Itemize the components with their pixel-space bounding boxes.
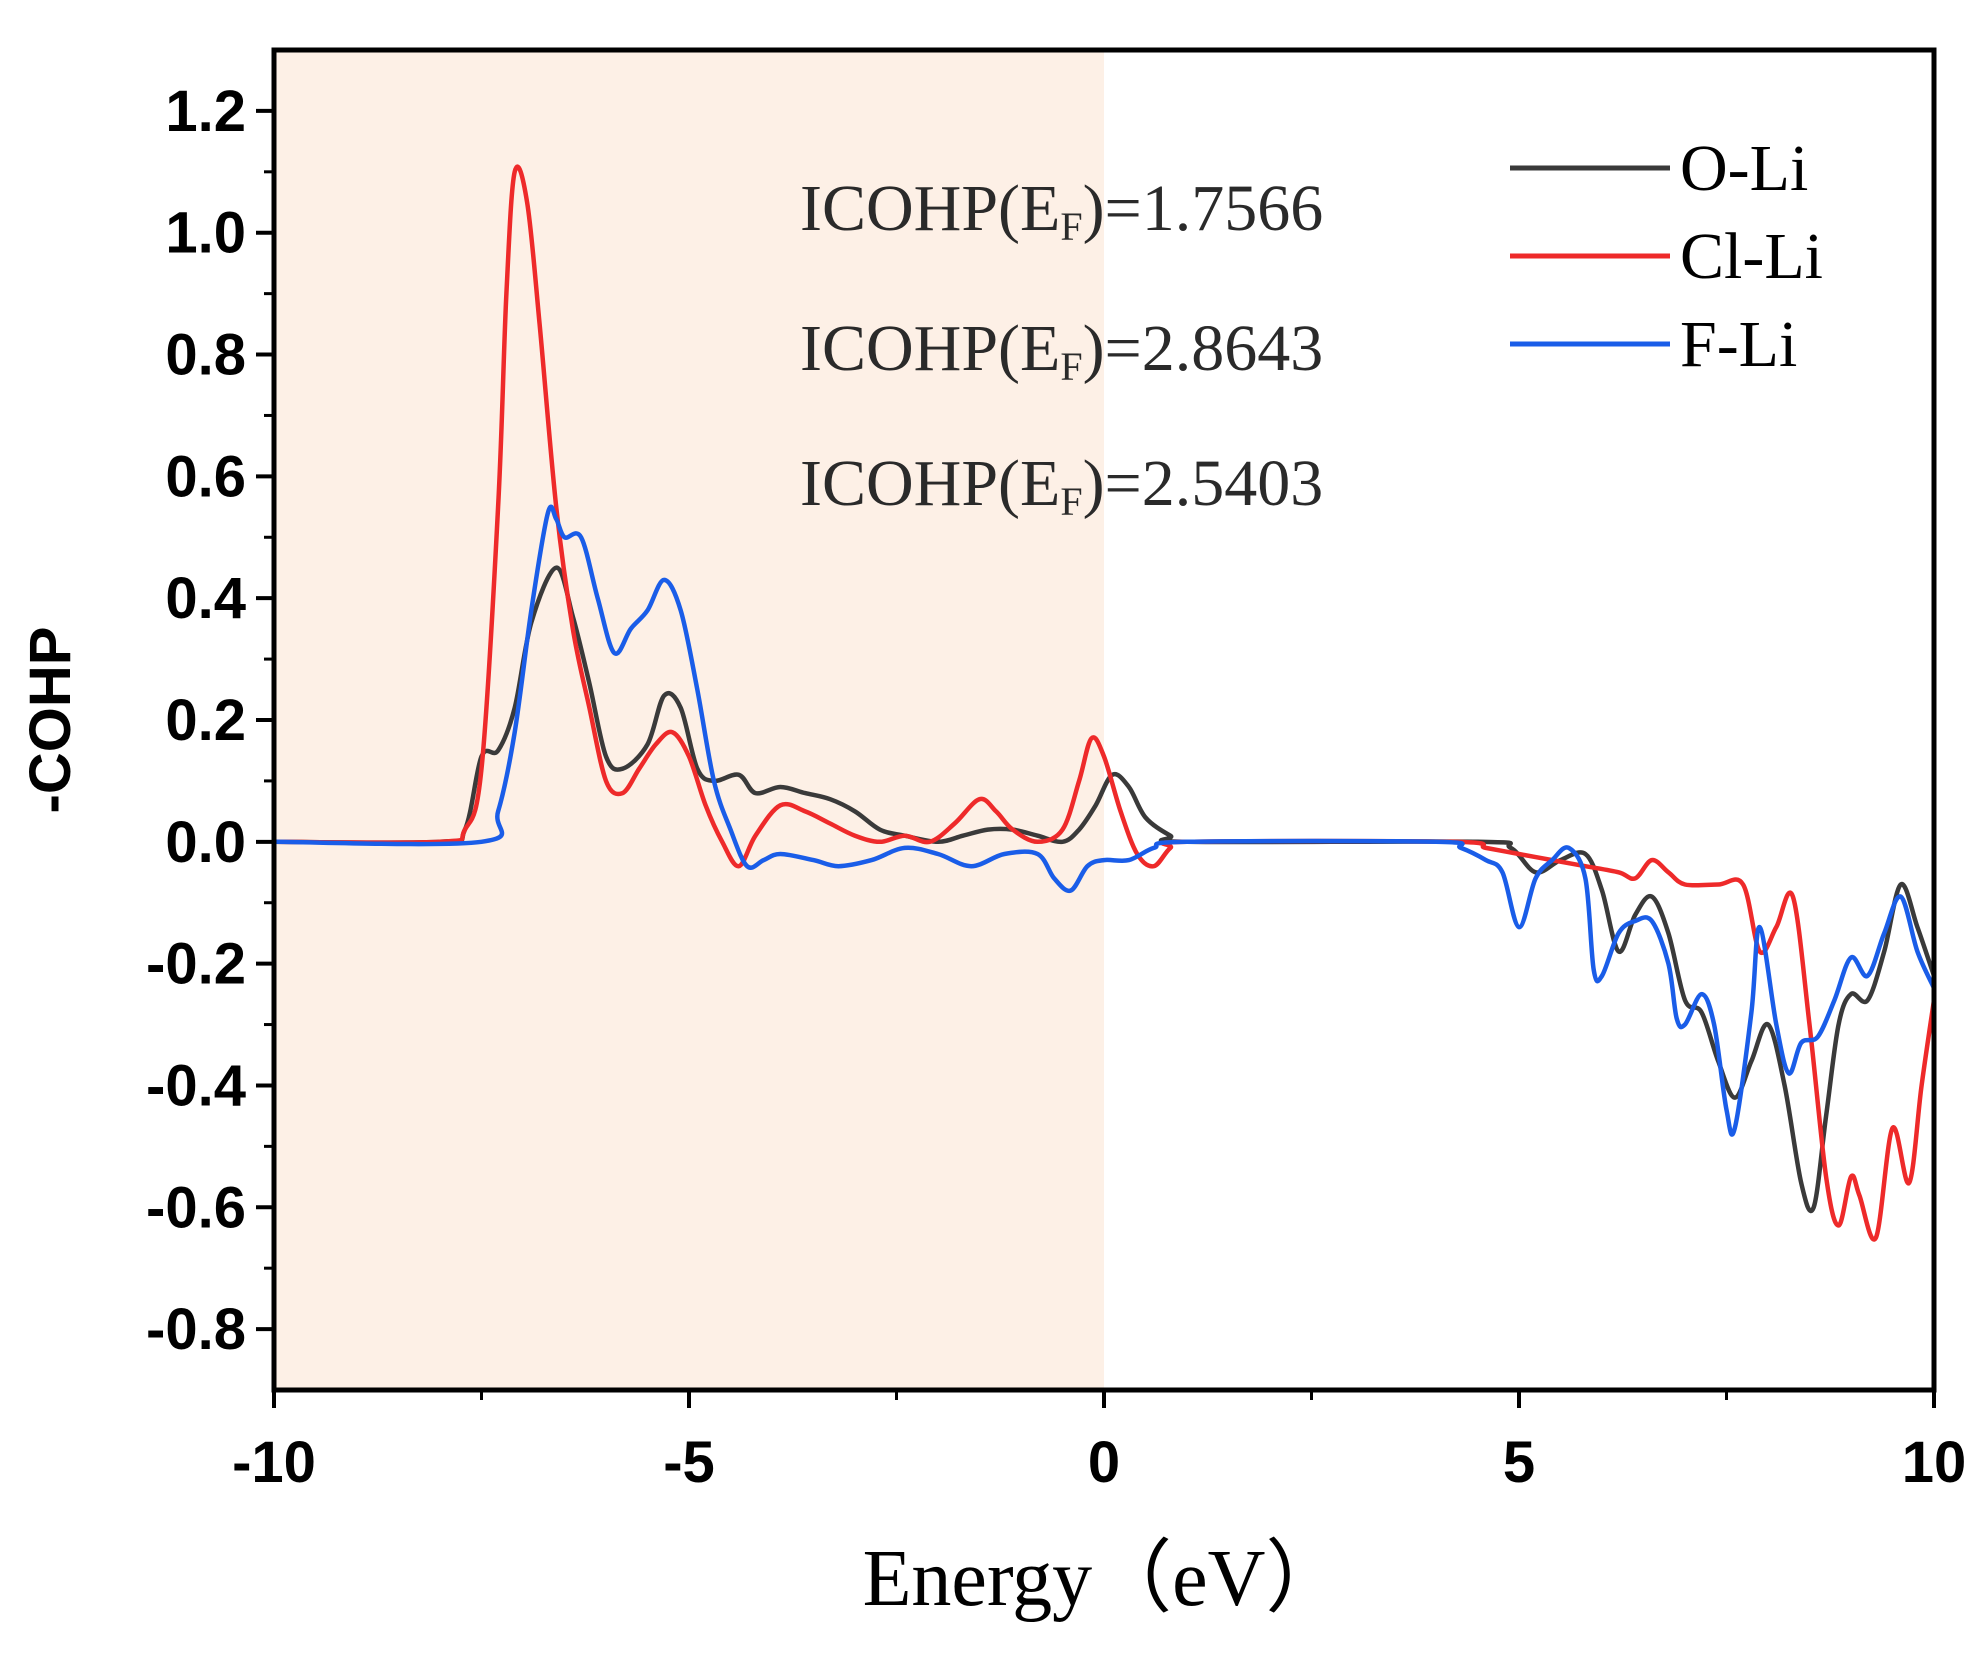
y-tick-label: 0.6: [165, 444, 246, 509]
legend: O-Li Cl-Li F-Li: [1510, 132, 1823, 381]
annotation-value: )=1.7566: [1083, 172, 1324, 245]
annotation-subscript: F: [1060, 204, 1082, 249]
y-tick-label: 1.2: [165, 79, 246, 144]
icohp-annotation: ICOHP(EF)=2.8643: [800, 312, 1323, 389]
y-tick-label: -0.2: [146, 932, 246, 997]
y-tick-label: -0.6: [146, 1175, 246, 1240]
annotation-subscript: F: [1060, 479, 1082, 524]
annotation-prefix: ICOHP(E: [800, 447, 1060, 520]
annotation-subscript: F: [1060, 344, 1082, 389]
y-tick-label: 0.8: [165, 323, 246, 388]
annotation-value: )=2.5403: [1083, 447, 1324, 520]
x-tick-label: 0: [1088, 1430, 1120, 1495]
icohp-annotation: ICOHP(EF)=2.5403: [800, 447, 1323, 524]
y-tick-label: 1.0: [165, 201, 246, 266]
annotation-prefix: ICOHP(E: [800, 312, 1060, 385]
series-line-f-li: [273, 504, 1937, 1137]
annotation-prefix: ICOHP(E: [800, 172, 1060, 245]
shaded-region: [274, 50, 1104, 1390]
x-axis-label: Energy（eV）: [863, 1535, 1346, 1623]
series-layer: [273, 164, 1937, 1242]
x-tick-label: 5: [1503, 1430, 1535, 1495]
x-tick-label: 10: [1902, 1430, 1967, 1495]
x-tick-label: -10: [232, 1430, 316, 1495]
icohp-annotations: ICOHP(EF)=1.7566ICOHP(EF)=2.8643ICOHP(EF…: [800, 172, 1323, 524]
legend-label-o-li: O-Li: [1680, 132, 1808, 205]
annotation-value: )=2.8643: [1083, 312, 1324, 385]
y-tick-label: -0.4: [146, 1053, 246, 1118]
y-tick-label: 0.2: [165, 688, 246, 753]
y-axis-label: -COHP: [18, 627, 83, 814]
legend-label-cl-li: Cl-Li: [1680, 220, 1823, 293]
ticks-layer: -10 -5 0 5 10 -0.8 -0.6 -0.4 -0.2 0.0 0.2 0.4 0.6 0.8…: [146, 79, 1966, 1495]
y-tick-label: -0.8: [146, 1297, 246, 1362]
legend-label-f-li: F-Li: [1680, 308, 1797, 381]
x-tick-label: -5: [663, 1430, 715, 1495]
series-line-cl-li: [273, 164, 1937, 1242]
y-tick-label: 0.4: [165, 566, 246, 631]
icohp-annotation: ICOHP(EF)=1.7566: [800, 172, 1323, 249]
plot-background: [274, 50, 1104, 1390]
y-tick-label: 0.0: [165, 810, 246, 875]
